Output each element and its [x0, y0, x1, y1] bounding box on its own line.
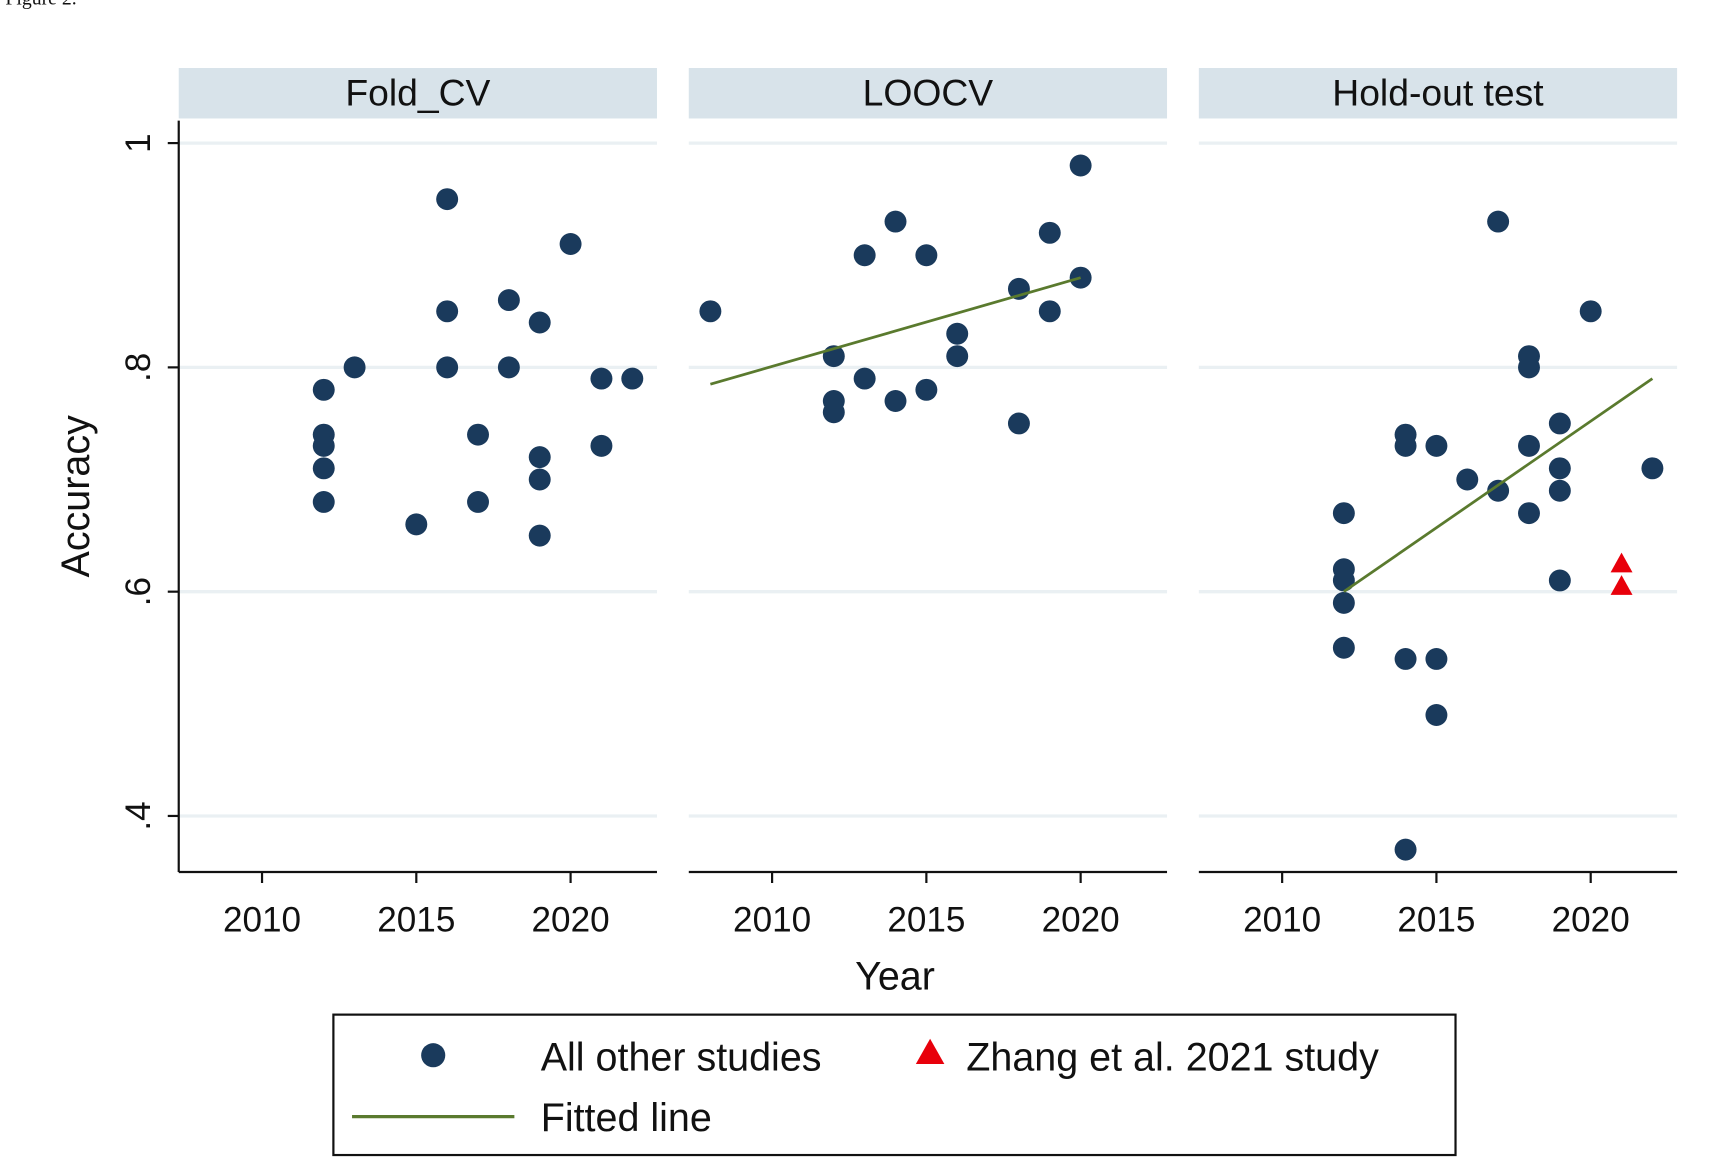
point [1425, 434, 1448, 457]
point [343, 356, 366, 379]
point [946, 322, 969, 345]
legend-label: Fitted line [541, 1096, 712, 1140]
point [1332, 636, 1355, 659]
x-tick-label: 2010 [223, 900, 301, 939]
point [1610, 575, 1633, 595]
point [1394, 434, 1417, 457]
point [1425, 647, 1448, 670]
point [1610, 552, 1633, 573]
strip [1198, 68, 1678, 119]
strip [178, 68, 657, 119]
x-tick-label: 2010 [1243, 900, 1321, 939]
panel-title: Hold-out test [1332, 71, 1544, 113]
point [590, 434, 613, 457]
plot-area [1198, 120, 1678, 873]
fitted-line [1343, 377, 1654, 593]
point [1641, 457, 1664, 480]
point [1579, 300, 1602, 323]
point [1518, 434, 1540, 457]
strip [688, 68, 1168, 119]
fitted-line [710, 276, 1082, 386]
y-tick-label: .4 [119, 801, 158, 830]
point [436, 188, 459, 211]
point [1518, 502, 1540, 525]
point [1487, 479, 1510, 502]
point [528, 468, 551, 491]
point [1425, 704, 1448, 726]
point [312, 378, 335, 401]
plot-area [688, 120, 1168, 873]
y-tick-label: .6 [119, 577, 158, 606]
point [946, 345, 969, 368]
y-tick-label: 1 [119, 133, 158, 153]
point [1007, 412, 1030, 435]
point [497, 289, 520, 312]
x-tick-label: 2015 [887, 900, 965, 939]
point [312, 490, 335, 513]
point [621, 367, 644, 390]
point [1548, 457, 1571, 480]
panel-title: Fold_CV [345, 71, 490, 113]
x-tick-label: 2020 [532, 900, 610, 939]
point [1332, 502, 1355, 525]
point [1332, 569, 1355, 592]
point [1456, 468, 1479, 491]
legend-marker [915, 1038, 945, 1064]
x-tick-label: 2020 [1552, 900, 1630, 939]
point [822, 401, 845, 424]
y-tick-label: .8 [119, 353, 158, 382]
panel-title: LOOCV [863, 71, 994, 113]
point [528, 446, 551, 469]
point [590, 367, 613, 390]
point [1069, 154, 1092, 177]
point [405, 513, 428, 536]
x-tick-label: 2015 [377, 900, 455, 939]
point [559, 233, 582, 255]
point [699, 300, 722, 323]
caption: Figure 2. [5, 0, 76, 9]
point [884, 210, 907, 233]
point [497, 356, 520, 379]
y-axis-label: Accuracy [54, 415, 98, 578]
point [528, 311, 551, 334]
x-tick-label: 2010 [733, 900, 811, 939]
legend-marker [421, 1043, 446, 1068]
point [436, 300, 459, 323]
point [1394, 647, 1417, 670]
point [1548, 569, 1571, 592]
point [1038, 221, 1061, 244]
x-tick-label: 2015 [1397, 900, 1475, 939]
point [915, 378, 938, 401]
point [312, 434, 335, 457]
point [312, 457, 335, 480]
point [915, 244, 938, 267]
point [884, 390, 907, 412]
point [528, 524, 551, 547]
point [436, 356, 459, 379]
x-tick-label: 2020 [1042, 900, 1120, 939]
point [1394, 838, 1417, 861]
point [1548, 412, 1571, 435]
point [467, 423, 489, 446]
point [1548, 479, 1571, 502]
point [1518, 356, 1540, 379]
point [467, 490, 489, 513]
legend-label: All other studies [541, 1036, 822, 1080]
point [853, 244, 876, 267]
point [1038, 300, 1061, 323]
legend-label: Zhang et al. 2021 study [966, 1036, 1379, 1080]
point [1487, 210, 1510, 233]
point [1332, 591, 1355, 614]
x-axis-label: Year [855, 954, 935, 998]
plot-area [178, 120, 657, 873]
legend-box [332, 1013, 1457, 1157]
point [853, 367, 876, 390]
